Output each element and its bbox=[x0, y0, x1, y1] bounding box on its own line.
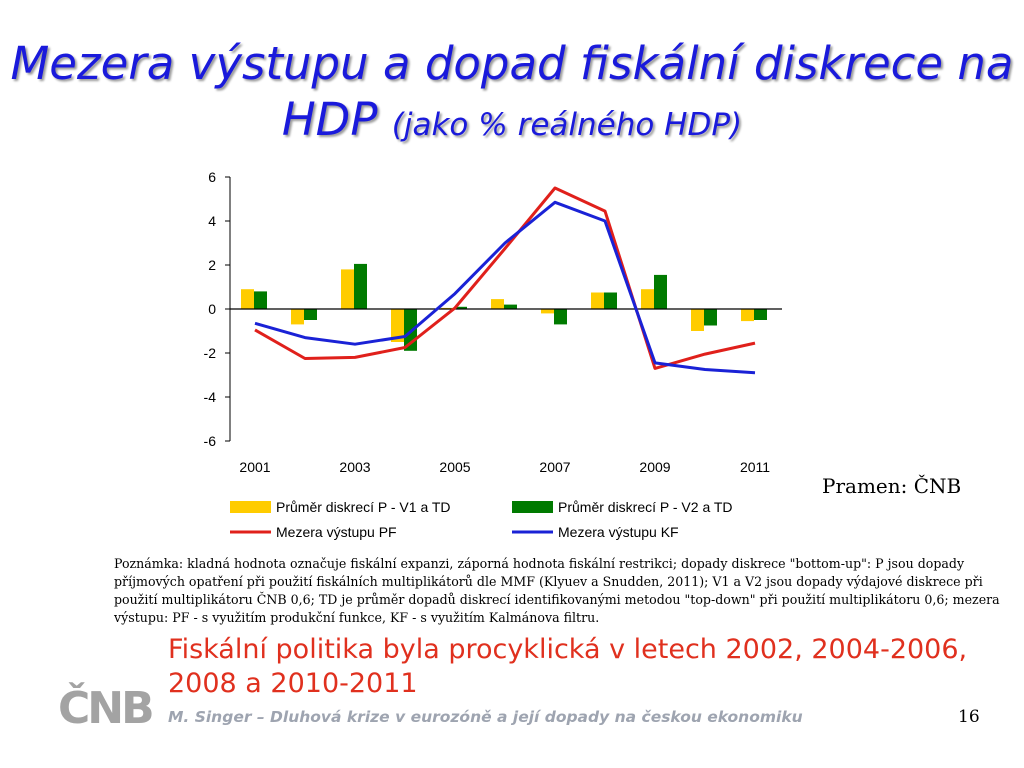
cnb-logo: ČNB bbox=[58, 683, 155, 734]
bar bbox=[704, 309, 717, 326]
bar bbox=[491, 299, 504, 309]
source-label: Pramen: ČNB bbox=[822, 474, 962, 498]
y-tick-label: 0 bbox=[208, 301, 216, 317]
bar bbox=[341, 269, 354, 309]
bar bbox=[641, 289, 654, 309]
bar bbox=[654, 274, 667, 309]
x-tick-label: 2007 bbox=[539, 459, 570, 475]
chart: -6 -4 -2 0 2 4 6 2001 2003 2005 2007 2009 2011 Průměr… bbox=[204, 169, 782, 540]
x-tick-label: 2001 bbox=[239, 459, 270, 475]
title-subtitle: (jako % reálného HDP) bbox=[391, 107, 743, 143]
y-tick-label: -4 bbox=[204, 389, 217, 405]
legend-label: Průměr diskrecí P - V2 a TD bbox=[558, 499, 733, 515]
legend-swatch bbox=[230, 501, 271, 513]
y-tick-label: 4 bbox=[208, 213, 216, 229]
y-tick-label: 2 bbox=[208, 257, 216, 273]
bar bbox=[354, 263, 367, 309]
legend-label: Mezera výstupu PF bbox=[276, 524, 397, 540]
bar bbox=[591, 292, 604, 309]
y-tick-label: -2 bbox=[204, 345, 217, 361]
series-line bbox=[254, 200, 756, 375]
x-tick-label: 2003 bbox=[339, 459, 370, 475]
x-tick-label: 2009 bbox=[639, 459, 670, 475]
bar bbox=[541, 309, 554, 314]
footer-text: M. Singer – Dluhová krize v eurozóně a j… bbox=[168, 708, 803, 726]
bar bbox=[391, 309, 404, 342]
bar bbox=[504, 304, 517, 309]
bar bbox=[754, 309, 767, 320]
x-tick-label: 2005 bbox=[439, 459, 470, 475]
legend-label: Průměr diskrecí P - V1 a TD bbox=[276, 499, 451, 515]
slide-title: Mezera výstupu a dopad fiskální diskrece… bbox=[0, 36, 1024, 153]
page-number: 16 bbox=[958, 707, 980, 727]
bar bbox=[291, 309, 304, 325]
bar bbox=[554, 309, 567, 325]
y-tick-label: -6 bbox=[204, 433, 217, 449]
bar bbox=[691, 309, 704, 331]
title-main: Mezera výstupu a dopad fiskální diskrece… bbox=[10, 37, 1014, 146]
legend-label: Mezera výstupu KF bbox=[558, 524, 679, 540]
chart-note: Poznámka: kladná hodnota označuje fiskál… bbox=[114, 556, 1000, 625]
bar bbox=[741, 309, 754, 322]
legend-swatch bbox=[512, 501, 553, 513]
bar bbox=[604, 292, 617, 309]
x-tick-label: 2011 bbox=[740, 459, 770, 475]
y-tick-label: 6 bbox=[208, 169, 216, 185]
conclusion-text: Fiskální politika byla procyklická v let… bbox=[168, 634, 968, 699]
bar bbox=[304, 309, 317, 320]
bar bbox=[241, 289, 254, 309]
bar bbox=[254, 291, 267, 309]
bar bbox=[454, 306, 467, 309]
